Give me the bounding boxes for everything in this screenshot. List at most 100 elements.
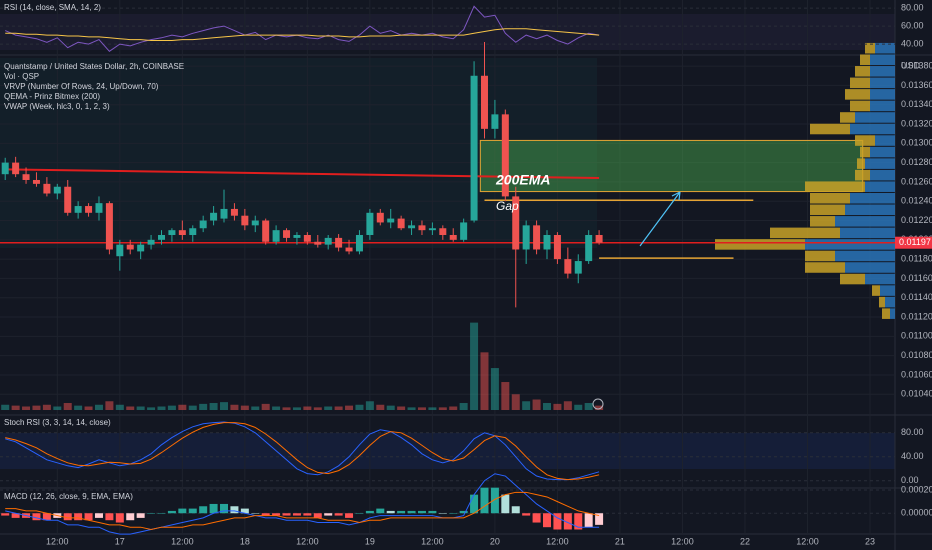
candle-body <box>74 206 82 213</box>
candle-body <box>418 225 426 231</box>
volume-bar <box>501 382 510 410</box>
volume-bar <box>74 405 83 410</box>
x-tick-label: 17 <box>115 536 125 546</box>
macd-bar <box>272 513 281 516</box>
y-tick-label: 0.01060 <box>901 369 932 379</box>
arrow-head <box>671 191 681 201</box>
macd-bar <box>240 508 249 514</box>
candle-body <box>53 186 61 194</box>
candle-body <box>157 235 165 240</box>
gap-label: Gap <box>496 199 519 213</box>
profile-down <box>857 158 865 169</box>
macd-bar <box>74 513 83 521</box>
candle-body <box>533 225 541 250</box>
candle-body <box>387 218 395 223</box>
candle-body <box>189 228 197 235</box>
candle-body <box>512 196 520 250</box>
y-tick-label: 0.01300 <box>901 138 932 148</box>
profile-up <box>890 308 895 319</box>
x-tick-label: 12:00 <box>546 536 569 546</box>
candle-body <box>230 208 238 216</box>
macd-bar <box>574 513 583 530</box>
profile-down <box>850 77 870 89</box>
candle-body <box>116 244 124 257</box>
y-tick-label: 0.01080 <box>901 350 932 360</box>
macd-bar <box>167 510 176 514</box>
profile-up <box>870 100 895 112</box>
macd-bar <box>292 513 301 516</box>
profile-down <box>850 100 870 112</box>
profile-down <box>810 216 835 227</box>
volume-bar <box>42 404 51 410</box>
y-tick-label: 0.00020 <box>901 484 932 494</box>
candle-body <box>32 179 40 184</box>
volume-bar <box>292 407 301 410</box>
candle-body <box>137 244 145 252</box>
profile-up <box>835 250 895 262</box>
profile-down <box>770 227 840 239</box>
candle-body <box>553 235 561 260</box>
macd-bar <box>563 513 572 530</box>
candle-body <box>293 235 301 238</box>
y-tick-label: 0.01360 <box>901 80 932 90</box>
volume-bar <box>126 406 135 410</box>
volume-bar <box>438 407 447 410</box>
candle-body <box>376 212 384 223</box>
candle-body <box>283 230 291 238</box>
volume-bar <box>313 407 322 410</box>
y-tick-label: 80.00 <box>901 2 924 12</box>
volume-bar <box>282 407 291 410</box>
y-tick-label: 0.00000 <box>901 508 932 518</box>
candle-body <box>314 241 322 245</box>
macd-bar <box>407 510 416 514</box>
volume-bar <box>1 404 10 410</box>
macd-bar <box>501 494 510 514</box>
macd-bar <box>584 513 593 528</box>
profile-up <box>870 146 895 158</box>
volume-bar <box>553 403 562 410</box>
y-tick-label: 60.00 <box>901 20 924 30</box>
rsi-line <box>5 5 600 52</box>
volume-bar <box>63 403 72 410</box>
volume-bar <box>84 406 93 410</box>
candle-body <box>345 247 353 252</box>
x-tick-label: 19 <box>365 536 375 546</box>
volume-bar <box>32 405 41 410</box>
volume-bar <box>272 406 281 410</box>
candle-body <box>470 75 478 221</box>
stoch-title: Stoch RSI (3, 3, 14, 14, close) <box>4 418 111 427</box>
vwap-area <box>0 58 597 248</box>
macd-bar <box>261 513 270 516</box>
volume-bar <box>397 406 406 410</box>
profile-up <box>850 123 895 135</box>
macd-bar <box>84 513 93 521</box>
profile-down <box>810 123 850 135</box>
candle-body <box>428 228 436 231</box>
y-tick-label: 0.01320 <box>901 118 932 128</box>
x-tick-label: 12:00 <box>671 536 694 546</box>
profile-up <box>865 273 895 285</box>
profile-up <box>865 158 895 169</box>
macd-bar <box>115 513 124 523</box>
volume-bar <box>209 403 218 410</box>
profile-up <box>840 227 895 239</box>
volume-bar <box>199 403 208 410</box>
volume-bar <box>386 405 395 410</box>
candle-body <box>95 203 103 213</box>
candle-body <box>22 174 30 180</box>
volume-bar <box>417 407 426 410</box>
x-tick-label: 12:00 <box>421 536 444 546</box>
profile-down <box>879 296 885 308</box>
legend-item: VWAP (Week, hlc3, 0, 1, 2, 3) <box>4 102 110 111</box>
volume-bar <box>230 404 239 410</box>
x-tick-label: 12:00 <box>296 536 319 546</box>
volume-bar <box>532 399 541 410</box>
candle-body <box>303 235 311 242</box>
candle-body <box>220 208 228 219</box>
macd-bar <box>199 506 208 514</box>
profile-down <box>805 181 865 192</box>
chart-title: Quantstamp / United States Dollar, 2h, C… <box>4 62 184 71</box>
